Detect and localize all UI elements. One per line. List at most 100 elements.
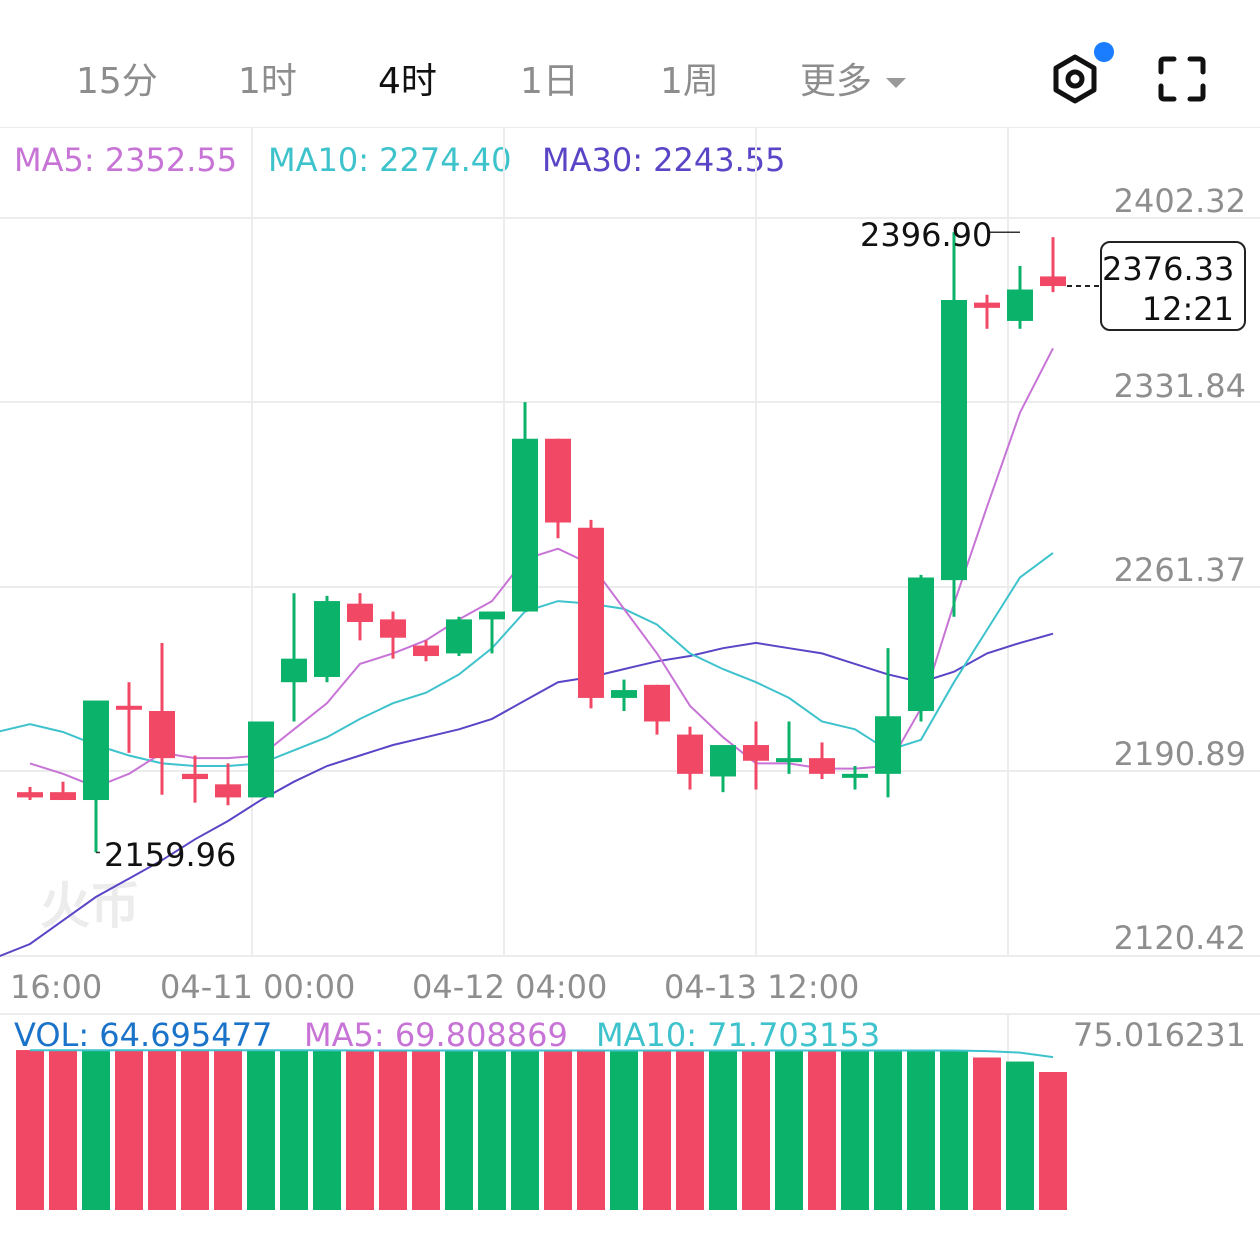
tab-more-label: 更多: [800, 61, 873, 102]
volume-ma-line: [30, 1049, 1054, 1059]
legend-ma30: MA30: 2243.55: [542, 141, 786, 179]
volume-bar: [643, 1050, 671, 1210]
volume-bar: [511, 1050, 539, 1210]
candle-body: [314, 601, 340, 677]
candle-body: [875, 716, 901, 774]
x-tick-label: 04-12 04:00: [412, 968, 608, 1006]
y-tick-label: 2120.42: [1113, 919, 1246, 957]
volume-value-label: VOL: 64.695477: [14, 1016, 273, 1054]
legend-ma10: MA10: 2274.40: [268, 141, 512, 179]
volume-bar: [1006, 1061, 1034, 1210]
x-tick-label: 04-11 00:00: [160, 968, 356, 1006]
candle-body: [380, 619, 406, 638]
notification-dot: [1094, 42, 1114, 62]
volume-bar: [280, 1050, 308, 1210]
candle-body: [149, 711, 175, 759]
tab-15min[interactable]: 15分: [76, 61, 158, 102]
tab-1week[interactable]: 1周: [660, 61, 719, 102]
volume-bar: [313, 1050, 341, 1210]
candle-body: [17, 792, 43, 798]
volume-bar: [973, 1057, 1001, 1210]
volume-bar: [544, 1050, 572, 1210]
fullscreen-icon[interactable]: [1158, 56, 1206, 102]
volume-bar: [610, 1050, 638, 1210]
candle-body: [776, 758, 802, 763]
candle-body: [842, 773, 868, 778]
candle-body: [974, 302, 1000, 308]
y-tick-label: 2402.32: [1113, 182, 1246, 220]
candle-body: [710, 745, 736, 777]
settings-hex-icon[interactable]: [1050, 54, 1100, 104]
volume-ma10-label: MA10: 71.703153: [596, 1016, 881, 1054]
interval-tab-bar: 15分 1时 4时 1日 1周 更多: [0, 0, 1260, 128]
candle-body: [347, 603, 373, 623]
candle-body: [644, 684, 670, 722]
candle-body: [479, 611, 505, 620]
candle-body: [677, 734, 703, 774]
candle-body: [512, 438, 538, 612]
candle-body: [413, 645, 439, 657]
tab-1day[interactable]: 1日: [520, 61, 579, 102]
last-price-time: 12:21: [1141, 290, 1234, 328]
y-tick-label: 2331.84: [1113, 367, 1246, 405]
volume-bar: [214, 1050, 242, 1210]
volume-bar: [841, 1050, 869, 1210]
tab-more-dropdown[interactable]: 更多: [800, 52, 907, 104]
candle-body: [83, 700, 109, 801]
tab-4hour[interactable]: 4时: [378, 61, 437, 102]
last-price-box[interactable]: 2376.33 12:21: [1100, 241, 1246, 331]
candle-body: [611, 690, 637, 698]
candle-body: [50, 792, 76, 801]
volume-bar: [874, 1050, 902, 1210]
candle-body: [545, 438, 571, 523]
volume-bar: [379, 1050, 407, 1210]
volume-bar: [940, 1050, 968, 1210]
chart-annotations: [96, 231, 1100, 854]
volume-bar: [1039, 1072, 1067, 1210]
candle-body: [1007, 289, 1033, 321]
y-tick-label: 2190.89: [1113, 735, 1246, 773]
volume-bar: [742, 1050, 770, 1210]
volume-bar: [808, 1050, 836, 1210]
ma30-line: [0, 632, 1054, 957]
candles: [17, 232, 1066, 853]
legend-ma5: MA5: 2352.55: [14, 141, 238, 179]
volume-bar: [445, 1050, 473, 1210]
volume-bar: [115, 1050, 143, 1210]
volume-bar: [346, 1050, 374, 1210]
candle-body: [182, 773, 208, 780]
candle-body: [281, 658, 307, 683]
candle-body: [743, 745, 769, 761]
last-price-value: 2376.33: [1102, 250, 1235, 288]
candle-body: [116, 705, 142, 710]
y-tick-label: 2261.37: [1113, 551, 1246, 589]
tab-1hour[interactable]: 1时: [238, 61, 297, 102]
candle-body: [908, 577, 934, 712]
volume-bar: [49, 1050, 77, 1210]
candle-body: [578, 527, 604, 698]
x-tick-label: 04-13 12:00: [664, 968, 860, 1006]
volume-bar: [148, 1050, 176, 1210]
candle-body: [1040, 276, 1066, 287]
high-price-label: 2396.90: [860, 216, 993, 254]
volume-bar: [676, 1050, 704, 1210]
candle-body: [248, 721, 274, 798]
volume-bar: [775, 1050, 803, 1210]
volume-bar: [709, 1050, 737, 1210]
x-tick-label: 16:00: [10, 968, 103, 1006]
low-price-label: 2159.96: [104, 836, 237, 874]
volume-bar: [247, 1050, 275, 1210]
volume-ma5-label: MA5: 69.808869: [304, 1016, 568, 1054]
volume-bar: [577, 1050, 605, 1210]
volume-bar: [82, 1050, 110, 1210]
volume-bar: [907, 1050, 935, 1210]
volume-bar: [478, 1050, 506, 1210]
candle-body: [941, 299, 967, 581]
volume-bars: [16, 1049, 1067, 1210]
volume-max-label: 75.016231: [1072, 1016, 1246, 1054]
volume-bar: [181, 1050, 209, 1210]
volume-bar: [412, 1050, 440, 1210]
candle-body: [446, 619, 472, 654]
volume-bar: [16, 1050, 44, 1210]
